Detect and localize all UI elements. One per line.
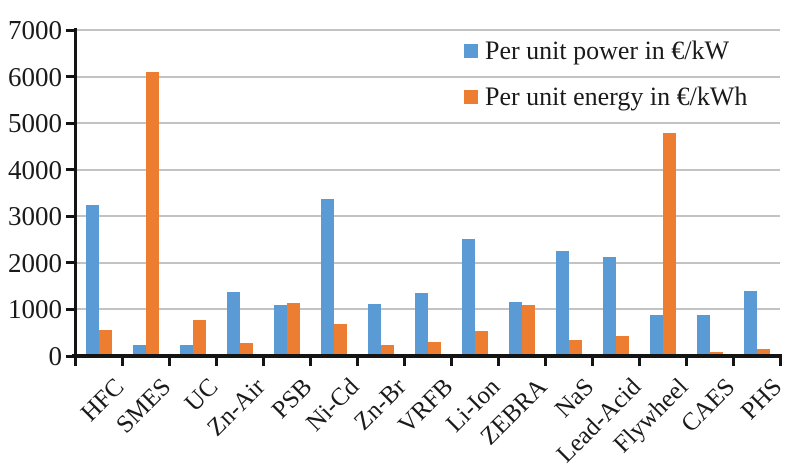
x-axis-tick	[402, 356, 406, 366]
bar-power-Ni-Cd	[320, 198, 334, 356]
bar-power-HFC	[85, 204, 99, 356]
gridline	[75, 215, 780, 218]
y-axis-tick	[66, 28, 75, 32]
legend-item-energy: Per unit energy in €/kWh	[464, 74, 747, 120]
y-axis-tick-label: 1000	[8, 294, 62, 325]
bar-power-UC	[179, 345, 193, 356]
x-axis-tick	[308, 356, 312, 366]
legend-label-power: Per unit power in €/kW	[485, 36, 730, 65]
bar-power-PSB	[273, 305, 287, 356]
bar-energy-NaS	[568, 340, 582, 356]
y-axis-line	[73, 28, 77, 358]
legend-swatch-energy-icon	[464, 90, 478, 104]
y-axis-tick-label: 5000	[8, 108, 62, 139]
bar-energy-UC	[192, 319, 206, 356]
x-axis-tick	[167, 356, 171, 366]
x-axis-tick	[590, 356, 594, 366]
gridline	[75, 261, 780, 264]
y-axis-tick	[66, 168, 75, 172]
x-axis-line	[72, 354, 782, 358]
x-axis-tick	[684, 356, 688, 366]
legend-label-energy: Per unit energy in €/kWh	[485, 82, 748, 111]
bar-energy-PSB	[286, 302, 300, 356]
bar-energy-Ni-Cd	[333, 323, 347, 356]
x-axis-tick	[496, 356, 500, 366]
bar-energy-Zn-Br	[380, 345, 394, 356]
legend-swatch-power-icon	[464, 44, 478, 58]
bar-power-VRFB	[414, 292, 428, 356]
y-axis-tick	[66, 261, 75, 265]
x-axis-tick	[73, 356, 77, 366]
y-axis-tick	[66, 121, 75, 125]
bar-power-SMES	[132, 345, 146, 356]
y-axis-tick-label: 2000	[8, 247, 62, 278]
y-axis-tick-label: 6000	[8, 61, 62, 92]
bar-power-Zn-Br	[367, 303, 381, 356]
y-axis-tick	[66, 214, 75, 218]
bar-energy-Flywheel	[662, 133, 676, 356]
bar-energy-VRFB	[427, 341, 441, 356]
bar-energy-Li-Ion	[474, 330, 488, 356]
x-axis-tick	[731, 356, 735, 366]
gridline	[75, 29, 780, 31]
x-axis-tick	[120, 356, 124, 366]
gridline	[75, 122, 780, 125]
y-axis-tick-label: 4000	[8, 154, 62, 185]
x-axis-tick	[355, 356, 359, 366]
gridline	[75, 308, 780, 311]
x-axis-tick	[261, 356, 265, 366]
bar-power-ZEBRA	[508, 302, 522, 356]
gridline	[75, 75, 780, 78]
bar-energy-SMES	[145, 71, 159, 356]
bar-energy-ZEBRA	[521, 305, 535, 356]
legend: Per unit power in €/kW Per unit energy i…	[464, 28, 747, 120]
gridline	[75, 168, 780, 171]
x-axis-tick	[449, 356, 453, 366]
y-axis-tick	[66, 307, 75, 311]
y-axis-tick-label: 3000	[8, 201, 62, 232]
x-axis-tick	[543, 356, 547, 366]
bar-energy-Lead-Acid	[615, 336, 629, 356]
y-axis-tick	[66, 354, 75, 358]
y-axis-tick-label: 0	[48, 341, 63, 371]
bar-energy-PHS	[756, 349, 770, 356]
legend-item-power: Per unit power in €/kW	[464, 28, 747, 74]
y-axis-tick	[66, 75, 75, 79]
bar-energy-Zn-Air	[239, 343, 253, 356]
bar-power-Flywheel	[649, 315, 663, 356]
bar-power-Li-Ion	[461, 239, 475, 356]
bar-power-Lead-Acid	[602, 256, 616, 356]
x-axis-tick	[637, 356, 641, 366]
x-axis-tick	[778, 356, 782, 366]
bar-power-NaS	[555, 251, 569, 356]
bar-power-Zn-Air	[226, 292, 240, 356]
bar-power-PHS	[743, 290, 757, 356]
bar-energy-HFC	[98, 330, 112, 356]
bar-power-CAES	[696, 314, 710, 356]
x-axis-tick	[214, 356, 218, 366]
y-axis-tick-label: 7000	[8, 15, 62, 45]
